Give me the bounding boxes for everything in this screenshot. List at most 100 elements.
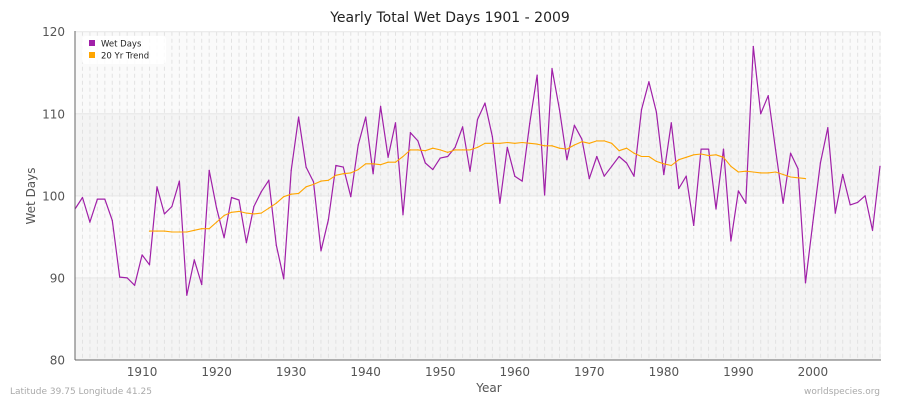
data-point-wet-days [775, 149, 777, 151]
data-point-wet-days [678, 187, 680, 190]
data-point-trend [201, 228, 203, 230]
x-tick-label: 1940 [350, 365, 381, 379]
data-point-trend [245, 212, 248, 214]
data-point-wet-days [871, 229, 874, 231]
data-point-wet-days [536, 74, 538, 76]
data-point-wet-days [745, 202, 747, 204]
data-point-wet-days [134, 284, 136, 286]
data-point-wet-days [842, 173, 844, 176]
data-point-trend [521, 141, 523, 144]
data-point-wet-days [700, 148, 702, 150]
data-point-trend [178, 231, 180, 233]
data-point-wet-days [767, 95, 769, 97]
data-point-trend [417, 149, 419, 151]
y-axis-label: Wet Days [24, 167, 38, 224]
data-point-wet-days [238, 199, 240, 201]
data-point-wet-days [715, 208, 717, 210]
data-point-wet-days [424, 162, 426, 164]
data-point-wet-days [521, 180, 523, 182]
data-point-wet-days [588, 178, 590, 180]
data-point-wet-days [298, 116, 300, 118]
data-point-wet-days [812, 221, 814, 223]
data-point-wet-days [461, 126, 464, 128]
data-point-trend [312, 183, 315, 185]
data-point-trend [342, 173, 344, 175]
data-point-wet-days [566, 159, 568, 161]
data-point-wet-days [655, 111, 657, 113]
data-point-trend [432, 147, 434, 149]
x-tick-labels: 1910 1920 1930 1940 1950 1960 1970 1980 1990 2000 [127, 365, 828, 379]
data-point-wet-days [737, 190, 739, 192]
data-point-trend [737, 171, 739, 173]
data-point-trend [767, 172, 769, 174]
data-point-wet-days [432, 168, 434, 171]
data-point-wet-days [208, 169, 210, 172]
data-point-wet-days [275, 244, 277, 246]
data-point-trend [461, 149, 464, 151]
x-tick-label: 1910 [127, 365, 158, 379]
data-point-trend [804, 178, 807, 180]
data-point-trend [454, 149, 456, 151]
data-point-wet-days [230, 196, 233, 199]
data-point-trend [484, 142, 486, 144]
data-point-wet-days [857, 201, 859, 204]
data-point-trend [603, 140, 605, 142]
data-point-trend [640, 155, 643, 158]
data-point-trend [618, 150, 620, 152]
data-point-trend [491, 142, 494, 144]
data-point-wet-days [730, 240, 732, 242]
data-point-trend [543, 145, 546, 147]
data-point-trend [551, 145, 553, 147]
data-point-wet-days [402, 214, 404, 216]
data-point-trend [350, 172, 352, 174]
data-point-trend [693, 154, 695, 156]
data-point-wet-days [335, 164, 337, 167]
data-point-trend [506, 141, 508, 144]
data-point-wet-days [171, 205, 173, 208]
data-point-trend [529, 142, 531, 144]
data-point-wet-days [253, 205, 255, 208]
data-point-wet-days [819, 162, 821, 164]
data-point-wet-days [245, 242, 248, 244]
data-point-trend [707, 155, 710, 157]
data-point-wet-days [603, 175, 605, 177]
legend-box [82, 36, 166, 64]
data-point-wet-days [417, 140, 419, 142]
data-point-wet-days [596, 155, 598, 158]
data-point-trend [514, 142, 516, 144]
data-point-wet-days [581, 138, 583, 140]
data-point-wet-days [618, 155, 620, 158]
data-point-wet-days [104, 198, 106, 200]
legend-swatch-wet-days [89, 40, 95, 46]
data-point-wet-days [141, 254, 143, 256]
legend-label-wet-days: Wet Days [101, 40, 142, 50]
series-lines [74, 45, 881, 296]
data-point-trend [700, 153, 702, 155]
x-tick-label: 1980 [649, 365, 680, 379]
data-point-wet-days [126, 277, 128, 279]
data-point-trend [171, 231, 173, 233]
data-point-wet-days [193, 259, 195, 261]
data-point-trend [752, 171, 754, 173]
data-point-wet-days [372, 173, 374, 175]
data-point-wet-days [789, 152, 792, 154]
data-point-wet-days [782, 202, 784, 204]
data-point-trend [745, 170, 747, 172]
data-point-trend [394, 161, 397, 163]
data-point-trend [573, 144, 575, 146]
data-point-trend [663, 163, 665, 165]
data-point-wet-days [365, 116, 367, 118]
data-point-trend [797, 177, 799, 179]
data-point-wet-days [663, 173, 665, 176]
data-point-trend [208, 228, 210, 230]
data-point-trend [670, 164, 672, 167]
data-point-trend [186, 231, 188, 233]
data-point-wet-days [506, 146, 508, 149]
data-point-trend [782, 173, 784, 176]
data-point-wet-days [551, 68, 553, 70]
data-point-trend [163, 230, 166, 232]
x-tick-label: 1960 [499, 365, 530, 379]
data-point-wet-days [260, 191, 262, 193]
data-point-trend [536, 143, 538, 145]
data-point-trend [588, 142, 590, 144]
